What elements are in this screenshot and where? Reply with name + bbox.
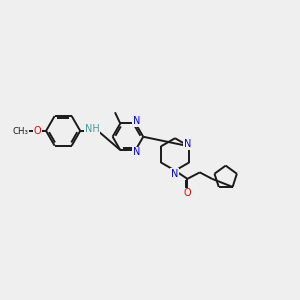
Text: CH₃: CH₃ — [12, 127, 28, 136]
Text: N: N — [133, 147, 140, 158]
Text: O: O — [184, 188, 191, 198]
Text: N: N — [133, 116, 140, 126]
Text: NH: NH — [85, 124, 99, 134]
Text: O: O — [33, 126, 41, 136]
Text: N: N — [184, 139, 191, 149]
Text: N: N — [171, 169, 178, 178]
